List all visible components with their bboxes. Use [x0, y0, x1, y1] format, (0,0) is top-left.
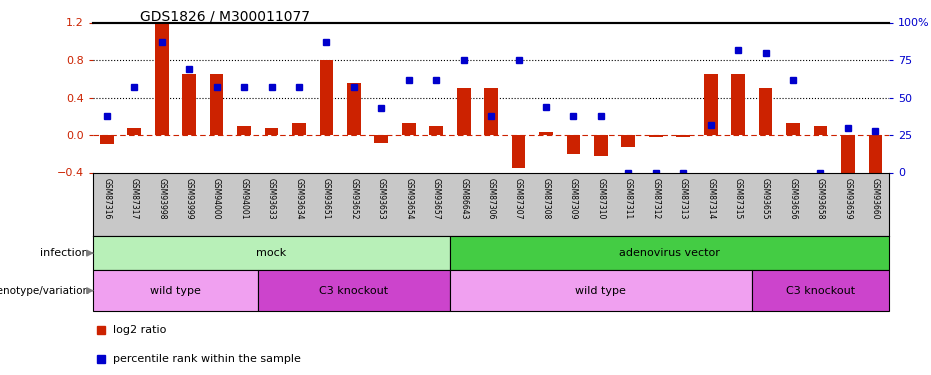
- Bar: [484, 88, 498, 135]
- Bar: [704, 74, 718, 135]
- Bar: [374, 135, 388, 142]
- Text: GSM87315: GSM87315: [734, 178, 743, 219]
- Bar: [155, 24, 169, 135]
- Text: GSM93633: GSM93633: [267, 178, 276, 219]
- Bar: [786, 123, 800, 135]
- Text: wild type: wild type: [150, 286, 201, 296]
- Text: GSM87309: GSM87309: [569, 178, 578, 219]
- Text: GSM94000: GSM94000: [212, 178, 222, 219]
- Bar: [752, 270, 889, 311]
- Text: GSM93660: GSM93660: [870, 178, 880, 219]
- Bar: [100, 135, 114, 144]
- Bar: [677, 135, 690, 137]
- Bar: [512, 135, 525, 168]
- Bar: [319, 60, 333, 135]
- Text: GSM93655: GSM93655: [761, 178, 770, 219]
- Bar: [869, 135, 883, 187]
- Bar: [841, 135, 855, 174]
- Bar: [429, 126, 443, 135]
- Text: GSM87312: GSM87312: [652, 178, 660, 219]
- Bar: [264, 128, 278, 135]
- Bar: [622, 135, 635, 147]
- Text: GSM86643: GSM86643: [459, 178, 468, 219]
- Text: GSM93651: GSM93651: [322, 178, 331, 219]
- Text: C3 knockout: C3 knockout: [786, 286, 855, 296]
- Text: GSM87307: GSM87307: [514, 178, 523, 219]
- Text: log2 ratio: log2 ratio: [113, 326, 167, 335]
- Text: GSM93653: GSM93653: [377, 178, 385, 219]
- Bar: [759, 88, 773, 135]
- Text: GSM87317: GSM87317: [129, 178, 139, 219]
- Bar: [292, 123, 305, 135]
- Bar: [594, 135, 608, 156]
- Bar: [450, 270, 752, 311]
- Bar: [258, 270, 450, 311]
- Text: infection: infection: [40, 248, 89, 258]
- Text: GSM93659: GSM93659: [843, 178, 853, 219]
- Text: adenovirus vector: adenovirus vector: [619, 248, 720, 258]
- Text: wild type: wild type: [575, 286, 627, 296]
- Bar: [347, 84, 360, 135]
- Text: percentile rank within the sample: percentile rank within the sample: [113, 354, 301, 364]
- Bar: [539, 132, 553, 135]
- Text: GSM87310: GSM87310: [597, 178, 605, 219]
- Text: GSM93656: GSM93656: [789, 178, 798, 219]
- Text: GSM87316: GSM87316: [102, 178, 112, 219]
- Text: GSM94001: GSM94001: [239, 178, 249, 219]
- Text: GDS1826 / M300011077: GDS1826 / M300011077: [140, 9, 310, 23]
- Text: GSM93658: GSM93658: [816, 178, 825, 219]
- Text: GSM93652: GSM93652: [349, 178, 358, 219]
- Bar: [814, 126, 828, 135]
- Bar: [731, 74, 745, 135]
- Bar: [450, 236, 889, 270]
- Text: GSM93998: GSM93998: [157, 178, 167, 219]
- Bar: [402, 123, 415, 135]
- Text: GSM87314: GSM87314: [707, 178, 715, 219]
- Bar: [93, 236, 450, 270]
- Text: GSM93654: GSM93654: [404, 178, 413, 219]
- Bar: [567, 135, 580, 154]
- Text: GSM87313: GSM87313: [679, 178, 688, 219]
- Bar: [457, 88, 470, 135]
- Text: C3 knockout: C3 knockout: [319, 286, 388, 296]
- Text: GSM87311: GSM87311: [624, 178, 633, 219]
- Text: GSM93999: GSM93999: [184, 178, 194, 219]
- Bar: [237, 126, 251, 135]
- Bar: [209, 74, 223, 135]
- Text: GSM87306: GSM87306: [487, 178, 495, 219]
- Text: GSM93634: GSM93634: [294, 178, 304, 219]
- Bar: [128, 128, 142, 135]
- Bar: [649, 135, 663, 137]
- Text: GSM93657: GSM93657: [432, 178, 440, 219]
- Bar: [93, 270, 258, 311]
- Bar: [182, 74, 196, 135]
- Text: mock: mock: [256, 248, 287, 258]
- Text: GSM87308: GSM87308: [542, 178, 550, 219]
- Text: genotype/variation: genotype/variation: [0, 286, 89, 296]
